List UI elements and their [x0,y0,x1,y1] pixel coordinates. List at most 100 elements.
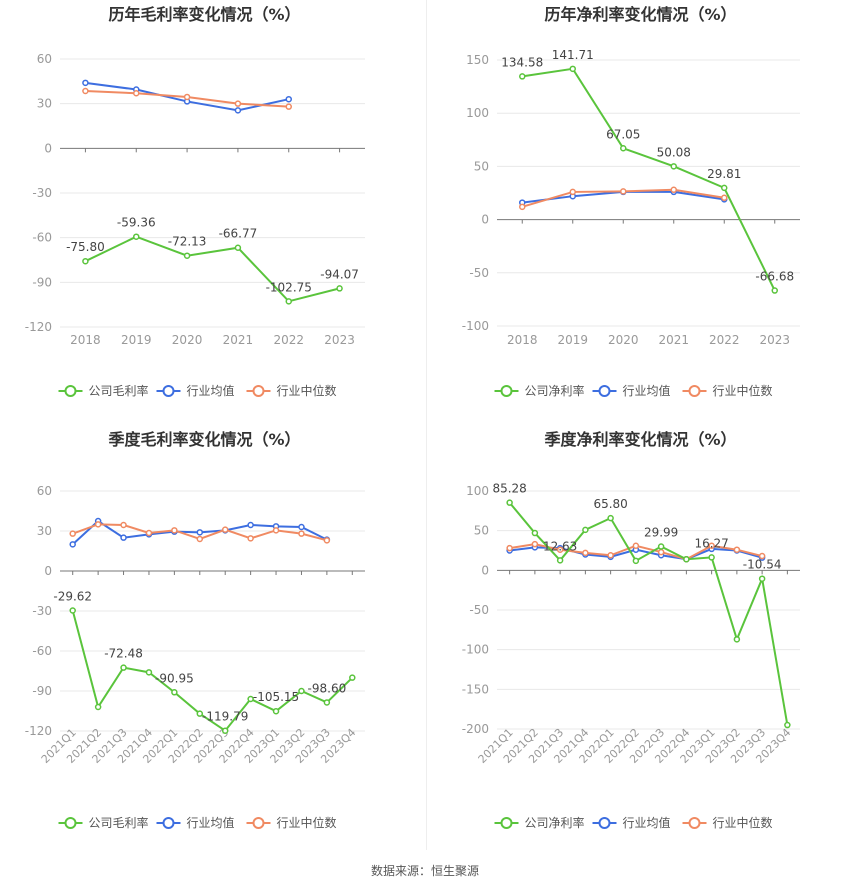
chart-annual-net-margin: 历年净利率变化情况（%） 150 100 50 0 -50 -100 2018 2019 2020… [425,0,850,430]
y-tick-label: 30 [37,97,52,111]
legend-label: 行业中位数 [713,815,773,830]
data-point-company [556,557,564,564]
data-point-company [145,669,153,676]
x-tick-label: 2018 [70,333,101,347]
data-label: 65.80 [593,497,627,511]
data-point-median [506,544,513,552]
data-point-avg [196,529,204,536]
data-point-company [171,689,178,696]
y-tick-label: 0 [44,564,52,578]
data-point-median [94,521,102,528]
data-point-median [657,548,665,556]
legend-label: 行业均值 [623,815,671,830]
data-label: -90.95 [155,671,194,685]
data-point-company [582,526,589,534]
data-label: -94.07 [320,267,359,281]
data-point-company [298,687,305,695]
chart-annual-gross-margin: 历年毛利率变化情况（%） 60 30 0 -30 -60 -90 -120 2018 2019 20… [0,0,425,430]
data-point-median [196,535,204,543]
legend-marker [252,385,265,397]
data-point-avg [69,541,76,548]
data-point-company [133,233,140,240]
data-label: -66.68 [755,270,794,284]
data-label: -66.77 [219,227,258,241]
legend-marker [688,385,701,397]
data-point-company [733,636,741,643]
y-tick-label: -100 [462,319,489,333]
chart-svg: 季度净利率变化情况（%）100500-50-100-150-2002021Q12… [462,430,800,830]
y-tick-label: -90 [32,684,52,698]
x-tick-label: 2022 [273,333,304,347]
y-tick-label: -50 [469,266,489,280]
legend-marker [598,817,611,829]
legend-label: 行业均值 [623,383,671,398]
data-point-company [183,252,191,259]
y-tick-label: -120 [25,724,52,738]
data-point-company [196,710,204,717]
data-label: 29.99 [644,526,678,540]
data-label: -119.79 [202,710,248,724]
data-label: -10.54 [743,558,782,572]
y-tick-label: 50 [474,524,489,538]
y-tick-label: 0 [481,563,489,577]
series-line-company [84,235,340,303]
x-tick-label: 2020 [172,333,203,347]
data-label: 50.08 [657,145,691,159]
data-point-avg [285,95,292,103]
legend-label: 公司毛利率 [89,815,149,830]
data-label: -105.15 [253,690,299,704]
data-point-median [607,552,614,559]
y-tick-label: -100 [462,643,489,657]
data-point-median [234,100,242,107]
chart-title: 历年毛利率变化情况（%） [108,5,300,24]
y-tick-label: -150 [462,682,489,696]
x-tick-label: 2021 [658,333,689,347]
data-point-median [133,89,140,97]
x-tick-label: 2019 [121,333,152,347]
data-label: 29.81 [707,167,741,181]
data-point-median [69,530,76,537]
data-point-company [607,514,614,522]
y-tick-label: 100 [466,484,489,498]
chart-title: 季度净利率变化情况（%） [543,430,736,449]
data-point-company [272,707,280,715]
x-tick-label: 2021 [223,333,254,347]
data-label: -102.75 [266,280,312,294]
data-source-footer: 数据来源：恒生聚源 [370,864,479,878]
data-point-company [506,499,513,506]
data-label: -72.13 [168,235,207,249]
data-label: 12.63 [543,539,577,553]
data-point-avg [82,79,89,87]
data-point-company [69,607,76,614]
data-point-median [171,527,178,534]
data-point-median [247,535,254,542]
data-point-median [569,188,576,196]
data-point-company [569,65,576,73]
legend-marker [688,817,701,829]
data-point-avg [120,534,127,541]
y-tick-label: -50 [469,603,489,617]
series-line-company [71,610,353,733]
data-point-median [531,540,539,548]
data-point-median [670,186,677,194]
data-point-avg [298,523,305,531]
data-label: 85.28 [492,482,526,496]
data-point-median [323,537,331,544]
data-label: 16.27 [694,536,728,550]
data-point-company [94,703,102,711]
chart-svg: 季度毛利率变化情况（%）60300-30-60-90-1202021Q12021… [25,430,365,830]
y-tick-label: -120 [25,320,52,334]
chart-title: 季度毛利率变化情况（%） [107,430,300,449]
data-point-median [721,194,728,202]
data-point-company [349,674,356,681]
data-point-company [323,699,331,706]
y-tick-label: 30 [37,524,52,538]
series-line-company [508,502,789,726]
data-point-median [708,542,715,549]
data-label: -75.80 [66,240,105,254]
legend-label: 行业中位数 [277,383,337,398]
x-tick-label: 2019 [557,333,588,347]
legend-label: 行业均值 [187,815,235,830]
legend-label: 行业均值 [187,383,235,398]
data-point-company [632,557,640,565]
